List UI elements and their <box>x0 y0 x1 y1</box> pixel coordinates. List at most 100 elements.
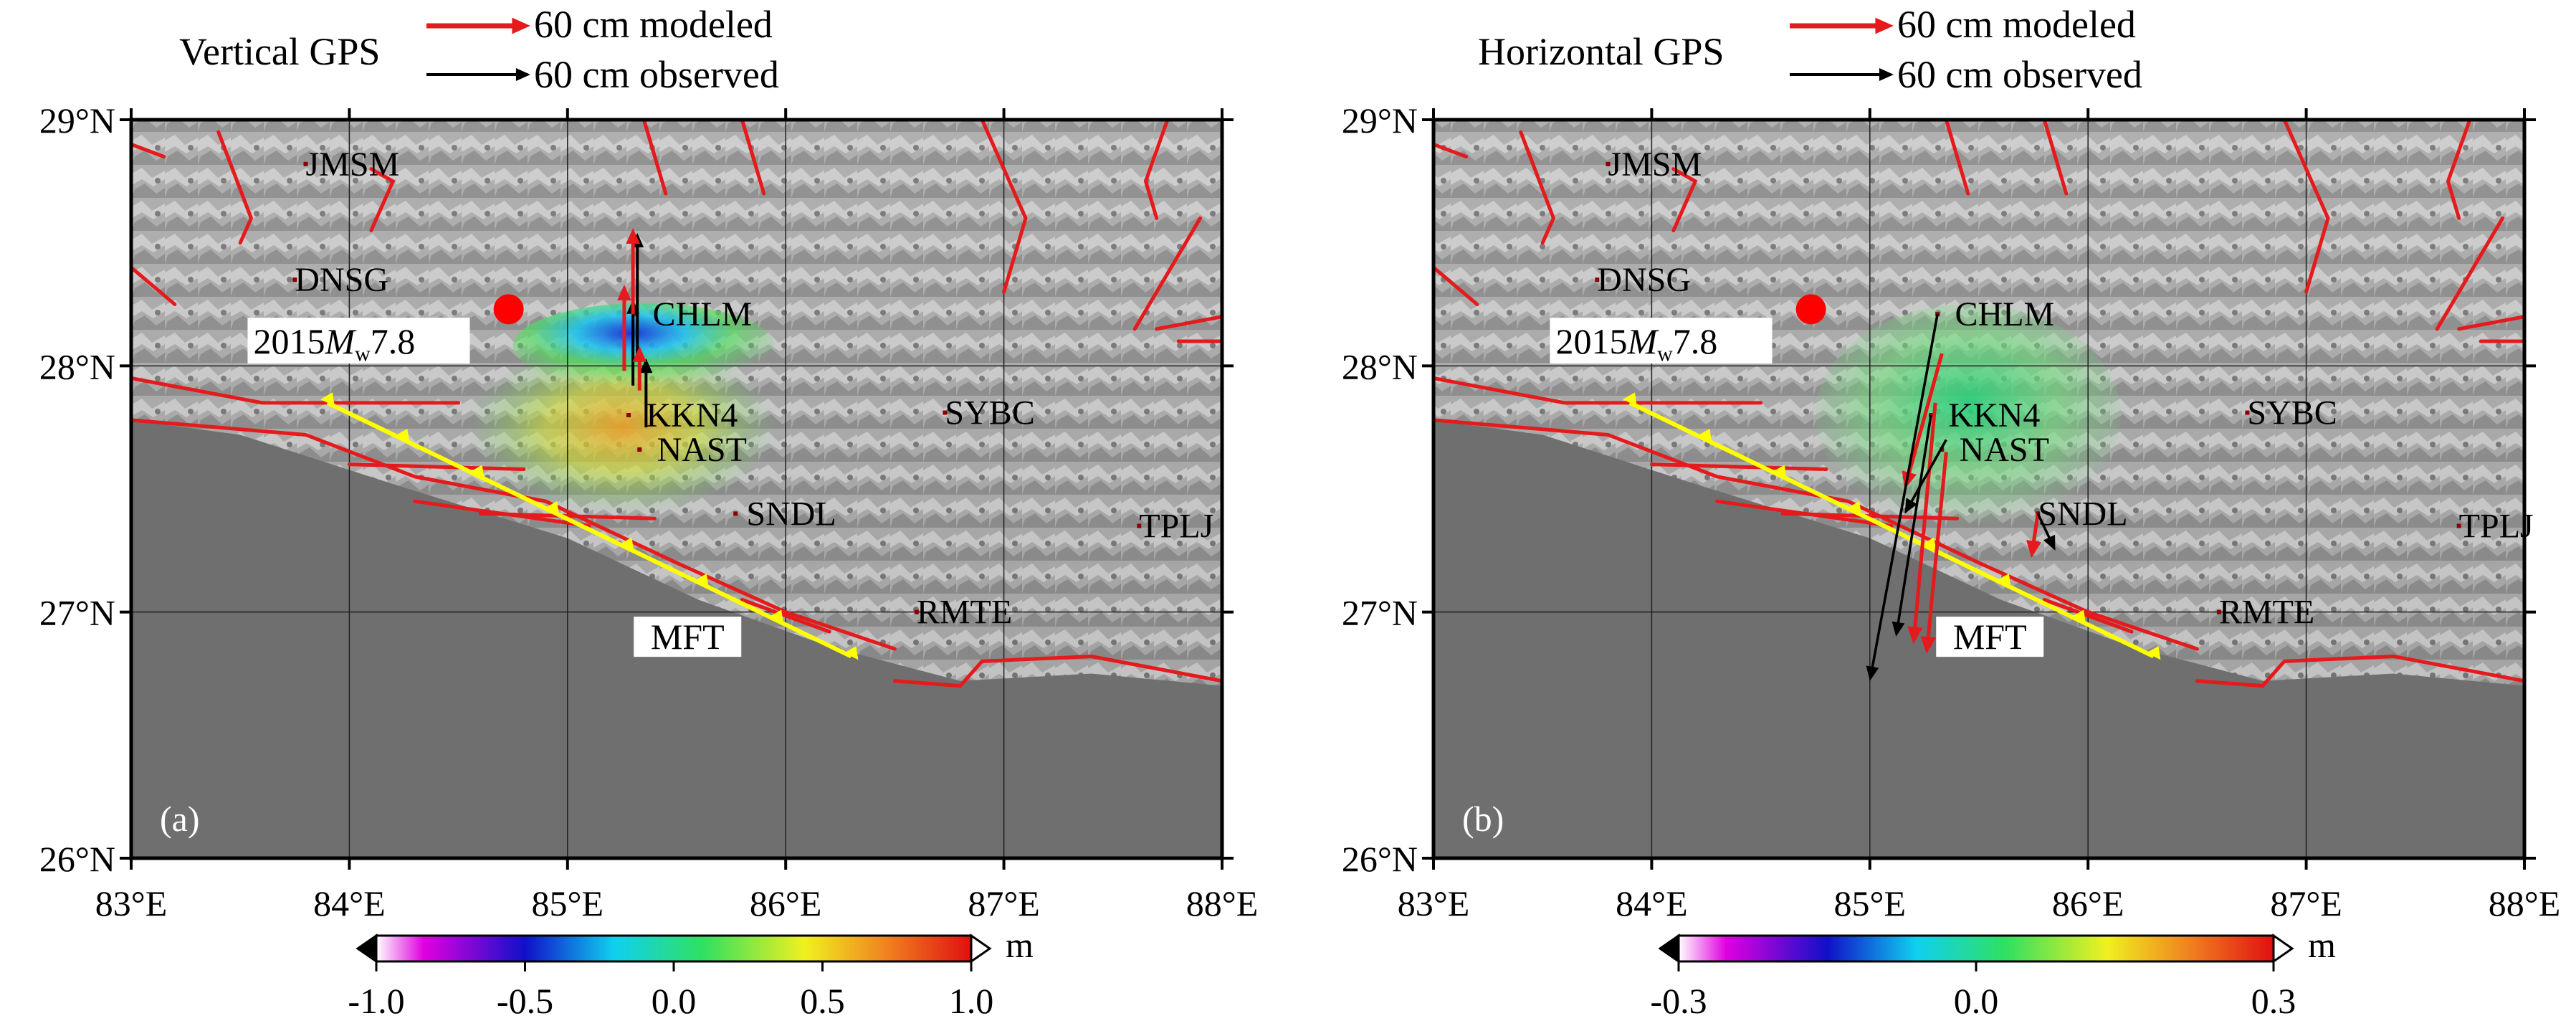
modeled-arrow-nast <box>1926 452 1948 642</box>
observed-arrow-kkn4-head <box>1892 621 1905 637</box>
event-year: 2015 <box>1555 321 1627 361</box>
station-label-chlm: CHLM <box>653 295 753 333</box>
station-marker <box>292 277 297 282</box>
fault-trace <box>478 511 657 521</box>
epicenter-marker <box>1795 294 1826 325</box>
event-m: M <box>324 321 356 361</box>
station-label-kkn4: KKN4 <box>646 396 738 434</box>
mft-label: MFT <box>651 617 725 657</box>
fault-trace <box>1132 216 1203 331</box>
fault-trace <box>129 418 897 651</box>
colorbar-tick-label: 0.5 <box>800 981 845 1021</box>
thrust-tooth <box>469 465 485 479</box>
legend-observed-arrow-head <box>1879 68 1894 81</box>
y-tick-label: 28°N <box>39 346 115 386</box>
x-tick-label: 85°E <box>1834 883 1907 923</box>
station-label-sndl: SNDL <box>746 495 836 533</box>
modeled-arrow-nast-head <box>632 346 647 362</box>
thrust-tooth <box>2146 646 2161 660</box>
station-marker <box>1606 161 1611 166</box>
epicenter-marker <box>493 294 524 325</box>
colorbar-gradient <box>1677 934 2275 963</box>
event-m: M <box>1626 321 1659 361</box>
fault-trace <box>1431 376 1763 405</box>
colorbar-min-triangle <box>356 933 378 964</box>
observed-arrow-kkn4 <box>1896 414 1932 627</box>
colorbar-unit: m <box>1006 925 1034 965</box>
vertical-deformation-field <box>469 303 775 514</box>
fault-trace <box>1431 142 1469 158</box>
station-marker <box>733 511 738 516</box>
station-label-jmsm: JMSM <box>306 146 400 184</box>
legend-observed-label: 60 cm observed <box>534 53 779 96</box>
colorbar-tick-label: 1.0 <box>949 981 994 1021</box>
station-label-kkn4: KKN4 <box>1948 396 2040 434</box>
mft-label: MFT <box>1953 617 2027 657</box>
station-marker <box>943 410 948 415</box>
legend-observed-label: 60 cm observed <box>1897 53 2142 96</box>
mft-label-box <box>634 617 742 657</box>
graticule <box>131 120 1222 858</box>
x-tick-label: 88°E <box>1186 883 1259 923</box>
fault-trace <box>980 118 1028 294</box>
fault-trace <box>1671 167 1698 232</box>
fault-trace <box>129 265 177 306</box>
fault-trace <box>740 598 831 634</box>
fault-trace <box>2042 598 2134 634</box>
x-tick-label: 87°E <box>2270 883 2342 923</box>
event-mag: 7.8 <box>1673 321 1718 361</box>
station-label-jmsm: JMSM <box>1608 146 1702 184</box>
active-faults <box>1431 118 2527 688</box>
colorbar: m -0.3 0.0 0.3 <box>1650 925 2336 1021</box>
station-marker <box>2216 609 2221 614</box>
graticule <box>1434 120 2524 858</box>
thrust-tooth <box>619 537 634 551</box>
colorbar-gradient <box>375 934 973 963</box>
colorbar: m -1.0 -0.5 0.0 0.5 1.0 <box>348 925 1034 1021</box>
station-label-nast: NAST <box>1960 431 2049 469</box>
fault-trace <box>347 462 526 472</box>
x-tick-label: 84°E <box>313 883 386 923</box>
station-label-rmte: RMTE <box>2219 594 2314 632</box>
fault-trace <box>1431 418 2199 651</box>
modeled-arrow-sndl <box>2031 513 2040 546</box>
colorbar-tick-label: 0.3 <box>2251 981 2296 1021</box>
mft-line <box>326 401 852 659</box>
panel-label: (b) <box>1462 799 1504 839</box>
colorbar-unit: m <box>2308 925 2336 965</box>
fault-trace <box>740 118 766 196</box>
station-label-sybc: SYBC <box>2247 394 2337 432</box>
fault-trace <box>1944 118 1970 196</box>
x-tick-label: 87°E <box>968 883 1040 923</box>
observed-arrow-chlm-head <box>1866 665 1879 681</box>
thrust-tooth <box>1697 428 1712 443</box>
modeled-arrow-nast-head <box>1920 636 1936 655</box>
y-tick-label: 29°N <box>1342 100 1418 141</box>
fault-trace <box>129 142 166 158</box>
x-tick-label: 86°E <box>2052 883 2124 923</box>
x-tick-label: 84°E <box>1616 883 1688 923</box>
thrust-tooth <box>320 392 335 407</box>
y-tick-label: 28°N <box>1342 346 1418 386</box>
station-label-tplj: TPLJ <box>1139 508 1213 546</box>
station-label-sybc: SYBC <box>945 394 1034 432</box>
fault-trace <box>1780 511 1960 521</box>
vector-legend: Vertical GPS 60 cm modeled 60 cm observed <box>179 3 779 96</box>
event-mag: 7.8 <box>371 321 416 361</box>
observed-arrow-sndl-head <box>2043 534 2056 551</box>
fault-trace <box>129 376 461 405</box>
colorbar-tick-label: -0.3 <box>1650 981 1707 1021</box>
x-tick-label: 88°E <box>2489 883 2561 923</box>
map-frame <box>129 118 1224 860</box>
station-label-rmte: RMTE <box>917 594 1012 632</box>
legend-title: Horizontal GPS <box>1478 30 1725 73</box>
gps-arrows <box>617 228 653 428</box>
thrust-tooth <box>1772 465 1787 479</box>
fault-trace <box>2446 118 2472 220</box>
observed-arrow-nast-head <box>639 358 653 374</box>
event-year: 2015 <box>253 321 325 361</box>
y-tick-label: 27°N <box>1342 593 1418 633</box>
